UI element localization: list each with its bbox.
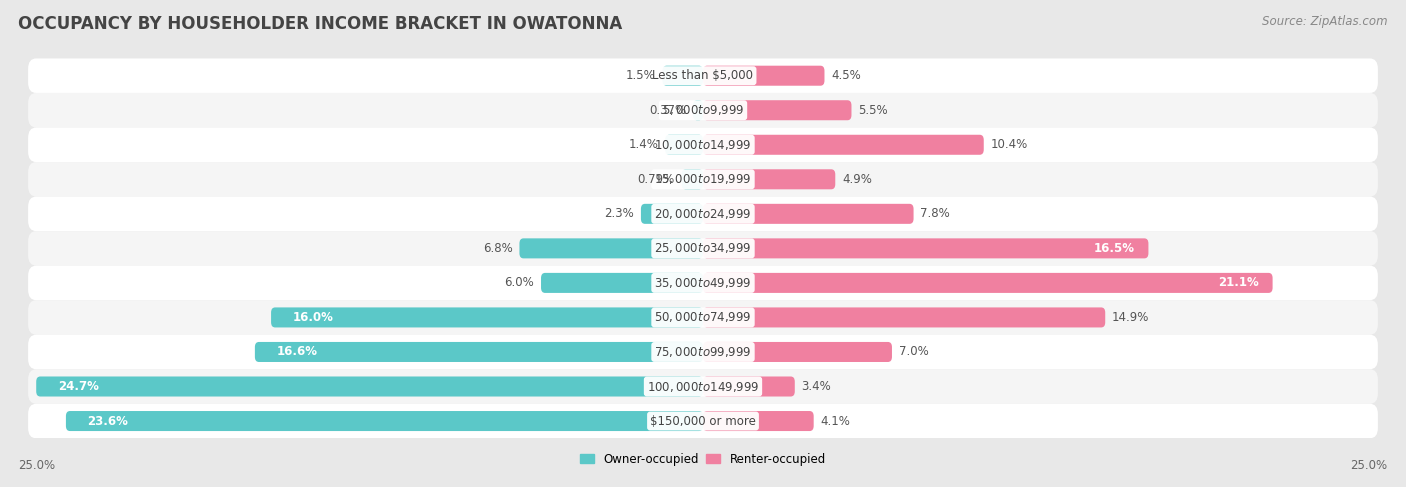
Text: $50,000 to $74,999: $50,000 to $74,999 — [654, 310, 752, 324]
FancyBboxPatch shape — [254, 342, 703, 362]
Text: $5,000 to $9,999: $5,000 to $9,999 — [662, 103, 744, 117]
Text: 25.0%: 25.0% — [1351, 459, 1388, 471]
FancyBboxPatch shape — [28, 58, 1378, 93]
Text: $100,000 to $149,999: $100,000 to $149,999 — [647, 379, 759, 393]
FancyBboxPatch shape — [703, 376, 794, 396]
Text: 16.5%: 16.5% — [1094, 242, 1135, 255]
Text: $20,000 to $24,999: $20,000 to $24,999 — [654, 207, 752, 221]
Text: 2.3%: 2.3% — [605, 207, 634, 220]
Legend: Owner-occupied, Renter-occupied: Owner-occupied, Renter-occupied — [575, 448, 831, 470]
FancyBboxPatch shape — [519, 238, 703, 259]
FancyBboxPatch shape — [703, 135, 984, 155]
Text: 0.79%: 0.79% — [638, 173, 675, 186]
Text: 5.5%: 5.5% — [858, 104, 887, 117]
Text: OCCUPANCY BY HOUSEHOLDER INCOME BRACKET IN OWATONNA: OCCUPANCY BY HOUSEHOLDER INCOME BRACKET … — [18, 15, 623, 33]
Text: 4.9%: 4.9% — [842, 173, 872, 186]
Text: $75,000 to $99,999: $75,000 to $99,999 — [654, 345, 752, 359]
FancyBboxPatch shape — [665, 135, 703, 155]
Text: $25,000 to $34,999: $25,000 to $34,999 — [654, 242, 752, 255]
FancyBboxPatch shape — [703, 411, 814, 431]
FancyBboxPatch shape — [28, 265, 1378, 300]
Text: Source: ZipAtlas.com: Source: ZipAtlas.com — [1263, 15, 1388, 28]
Text: 0.37%: 0.37% — [650, 104, 686, 117]
FancyBboxPatch shape — [28, 162, 1378, 197]
FancyBboxPatch shape — [28, 369, 1378, 404]
FancyBboxPatch shape — [66, 411, 703, 431]
FancyBboxPatch shape — [28, 231, 1378, 265]
FancyBboxPatch shape — [641, 204, 703, 224]
Text: 23.6%: 23.6% — [87, 414, 128, 428]
Text: 10.4%: 10.4% — [990, 138, 1028, 151]
FancyBboxPatch shape — [703, 169, 835, 189]
Text: 1.4%: 1.4% — [628, 138, 658, 151]
Text: 21.1%: 21.1% — [1219, 277, 1260, 289]
FancyBboxPatch shape — [28, 93, 1378, 128]
FancyBboxPatch shape — [28, 404, 1378, 438]
Text: 14.9%: 14.9% — [1112, 311, 1149, 324]
Text: 1.5%: 1.5% — [626, 69, 655, 82]
FancyBboxPatch shape — [37, 376, 703, 396]
Text: 4.5%: 4.5% — [831, 69, 860, 82]
Text: 4.1%: 4.1% — [821, 414, 851, 428]
FancyBboxPatch shape — [28, 197, 1378, 231]
FancyBboxPatch shape — [28, 335, 1378, 369]
FancyBboxPatch shape — [28, 300, 1378, 335]
FancyBboxPatch shape — [541, 273, 703, 293]
FancyBboxPatch shape — [271, 307, 703, 327]
FancyBboxPatch shape — [662, 66, 703, 86]
Text: 7.8%: 7.8% — [921, 207, 950, 220]
Text: 6.0%: 6.0% — [505, 277, 534, 289]
Text: 6.8%: 6.8% — [482, 242, 513, 255]
Text: 3.4%: 3.4% — [801, 380, 831, 393]
Text: $10,000 to $14,999: $10,000 to $14,999 — [654, 138, 752, 152]
Text: 16.6%: 16.6% — [277, 345, 318, 358]
Text: Less than $5,000: Less than $5,000 — [652, 69, 754, 82]
FancyBboxPatch shape — [703, 342, 891, 362]
Text: $150,000 or more: $150,000 or more — [650, 414, 756, 428]
FancyBboxPatch shape — [703, 307, 1105, 327]
FancyBboxPatch shape — [703, 273, 1272, 293]
FancyBboxPatch shape — [28, 128, 1378, 162]
Text: 24.7%: 24.7% — [58, 380, 98, 393]
FancyBboxPatch shape — [703, 66, 824, 86]
FancyBboxPatch shape — [703, 204, 914, 224]
Text: $15,000 to $19,999: $15,000 to $19,999 — [654, 172, 752, 187]
Text: $35,000 to $49,999: $35,000 to $49,999 — [654, 276, 752, 290]
FancyBboxPatch shape — [693, 100, 703, 120]
Text: 25.0%: 25.0% — [18, 459, 55, 471]
FancyBboxPatch shape — [682, 169, 703, 189]
FancyBboxPatch shape — [703, 100, 852, 120]
Text: 7.0%: 7.0% — [898, 345, 928, 358]
Text: 16.0%: 16.0% — [292, 311, 333, 324]
FancyBboxPatch shape — [703, 238, 1149, 259]
